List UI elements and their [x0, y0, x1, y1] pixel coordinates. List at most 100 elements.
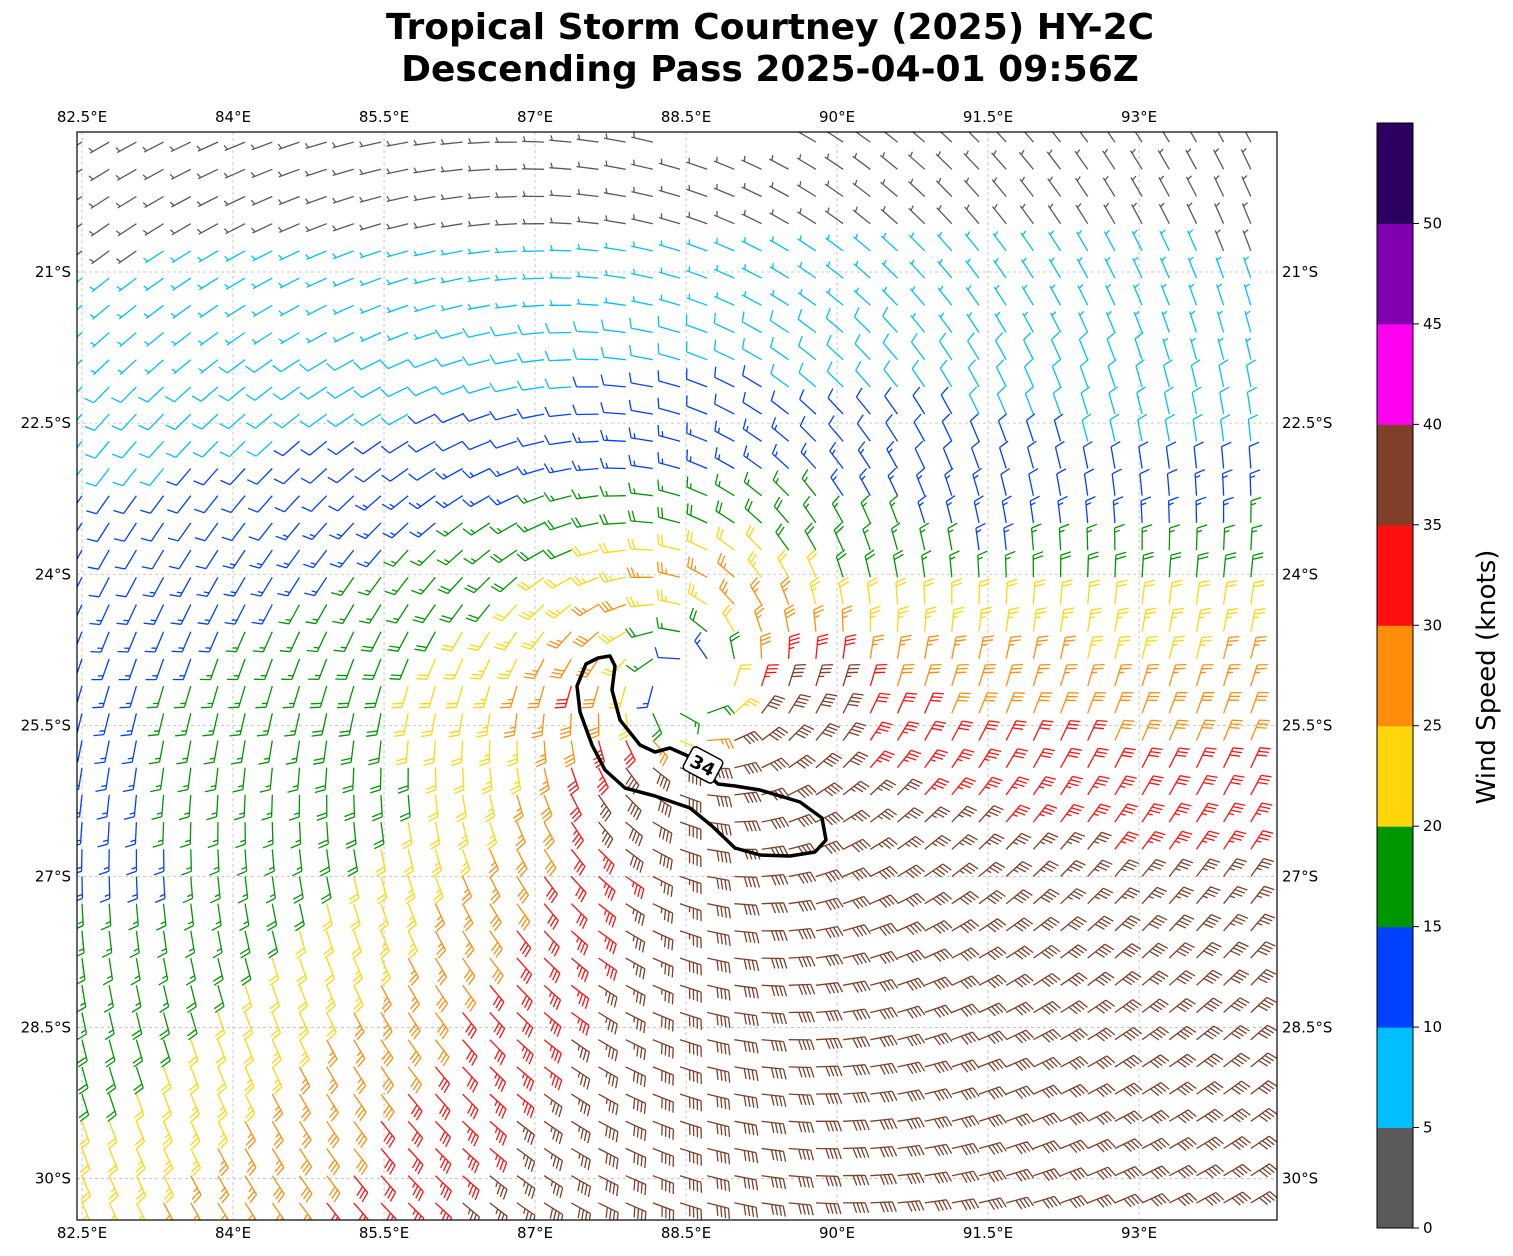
wind-barb: [196, 576, 219, 598]
wind-barb: [937, 258, 953, 279]
wind-barb: [1168, 635, 1186, 660]
wind-barb: [404, 876, 416, 905]
wind-barb: [144, 359, 165, 375]
wind-barb: [625, 821, 644, 847]
wind-barb: [1081, 413, 1092, 442]
wind-barb: [1114, 1166, 1143, 1180]
wind-barb: [938, 332, 953, 361]
lat-tick-label: 30°S: [1282, 1170, 1318, 1188]
wind-barb: [250, 141, 273, 151]
wind-barb: [1059, 663, 1078, 687]
wind-barb: [924, 1060, 953, 1074]
wind-barb: [246, 440, 273, 457]
wind-barb: [896, 749, 922, 769]
wind-barb: [707, 1175, 731, 1192]
wind-barb: [142, 195, 164, 209]
wind-barb: [1244, 310, 1252, 333]
wind-barb: [218, 359, 246, 374]
wind-barb: [707, 821, 732, 836]
wind-barb: [408, 495, 436, 510]
wind-barb: [780, 576, 791, 605]
wind-barb: [143, 604, 165, 625]
wind-barb: [104, 1039, 116, 1068]
chart-title-line2: Descending Pass 2025-04-01 09:56Z: [401, 49, 1139, 90]
wind-barb: [368, 740, 382, 766]
wind-barb: [625, 957, 646, 980]
wind-barb: [714, 292, 735, 306]
wind-barb: [401, 821, 413, 850]
wind-barb: [570, 984, 590, 1010]
wind-barb: [434, 1202, 453, 1220]
wind-barb: [359, 223, 382, 231]
wind-barb: [884, 387, 899, 415]
wind-barb: [190, 1202, 202, 1220]
wind-barb: [327, 468, 355, 484]
wind-barb: [516, 437, 545, 448]
wind-barb: [1190, 359, 1201, 388]
wind-barb: [434, 1120, 452, 1148]
wind-barb: [1241, 175, 1252, 197]
wind-barb: [376, 876, 388, 905]
wind-barb: [924, 634, 940, 660]
wind-barb: [713, 312, 735, 334]
wind-barb: [843, 1064, 871, 1076]
wind-barb: [652, 1066, 674, 1086]
wind-barb: [413, 222, 436, 229]
wind-barb: [306, 631, 328, 653]
wind-barb: [788, 1175, 814, 1188]
wind-barb: [908, 178, 926, 197]
wind-barb: [1223, 969, 1250, 986]
wind-barb: [353, 1039, 366, 1068]
wind-barb: [1006, 1168, 1035, 1182]
wind-barb: [1134, 331, 1144, 360]
wind-barb: [890, 522, 901, 551]
wind-barb: [386, 331, 409, 342]
wind-barb: [135, 1202, 146, 1220]
wind-barb: [599, 514, 626, 525]
wind-barb: [652, 1202, 675, 1220]
wind-barb: [167, 522, 192, 542]
wind-barb: [1223, 858, 1247, 877]
wind-barb: [951, 834, 978, 850]
wind-barb: [516, 465, 545, 476]
wind-barb: [802, 495, 817, 524]
wind-barb: [870, 1090, 898, 1103]
wind-barb: [978, 776, 1003, 796]
wind-barb: [686, 529, 708, 551]
wind-barb: [679, 1011, 702, 1030]
wind-barb: [625, 1175, 647, 1196]
wind-barb: [467, 137, 490, 144]
wind-barb: [598, 1120, 619, 1143]
wind-barb: [1114, 1110, 1143, 1125]
wind-barb: [224, 304, 246, 318]
lon-tick-label: 90°E: [819, 1224, 855, 1242]
wind-barb: [198, 359, 219, 374]
contour-label: 34: [682, 746, 724, 784]
wind-barb: [951, 1170, 980, 1184]
wind-barb: [719, 578, 735, 605]
wind-barb: [1032, 551, 1044, 578]
wind-barb: [1060, 831, 1085, 850]
wind-barb: [133, 1093, 145, 1123]
wind-barb: [1050, 311, 1062, 333]
wind-barb: [277, 141, 300, 150]
wind-barb: [259, 767, 273, 793]
wind-barb: [103, 985, 114, 1013]
wind-barb: [271, 1039, 282, 1068]
wind-barb: [788, 842, 817, 856]
wind-barb: [182, 876, 194, 904]
wind-barb: [465, 604, 491, 623]
wind-barb: [278, 331, 300, 345]
wind-barb: [313, 740, 328, 765]
wind-barb: [1114, 971, 1142, 986]
wind-barb: [761, 957, 788, 969]
wind-barb: [788, 693, 811, 714]
wind-barb: [89, 250, 110, 265]
wind-barb: [1168, 719, 1189, 741]
wind-barb: [1087, 1111, 1116, 1125]
wind-barb: [1223, 802, 1246, 823]
wind-barb: [77, 223, 83, 229]
wind-barb: [1195, 774, 1218, 796]
wind-barb: [734, 930, 760, 944]
wind-barb: [870, 1173, 897, 1185]
